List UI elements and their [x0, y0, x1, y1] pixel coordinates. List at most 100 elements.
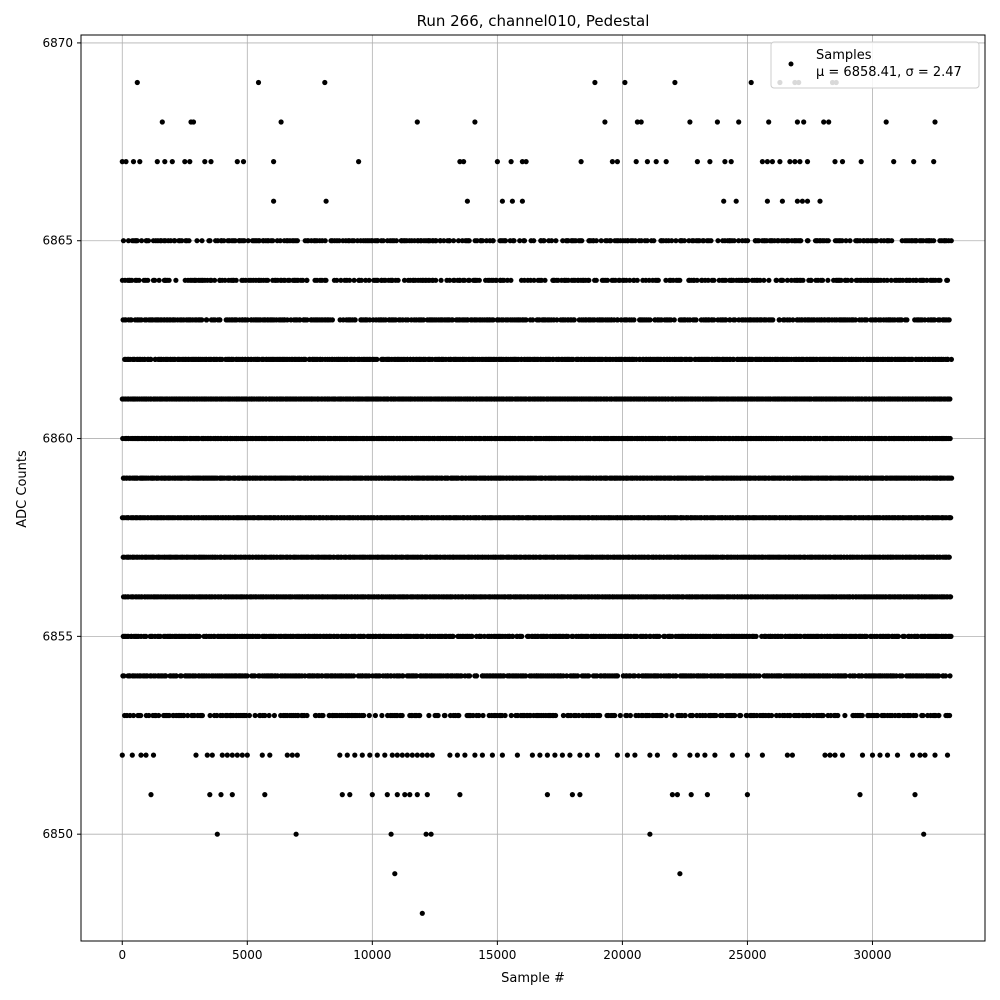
- data-point: [756, 673, 762, 679]
- data-point: [246, 712, 252, 719]
- data-point: [361, 712, 367, 719]
- data-point: [474, 673, 480, 679]
- data-point: [207, 712, 213, 719]
- data-point: [400, 673, 406, 679]
- data-point: [617, 712, 623, 719]
- data-point: [634, 633, 640, 640]
- data-point: [864, 633, 870, 640]
- data-point: [948, 515, 954, 521]
- data-point: [508, 712, 514, 719]
- data-point: [262, 712, 268, 719]
- data-point: [196, 633, 202, 640]
- data-point: [553, 712, 559, 719]
- data-point: [769, 712, 775, 719]
- data-point: [669, 633, 675, 640]
- data-point: [636, 673, 642, 679]
- data-point: [597, 712, 603, 719]
- data-point: [576, 712, 582, 719]
- data-point: [426, 712, 432, 719]
- data-point: [673, 673, 679, 679]
- data-point: [467, 673, 473, 679]
- data-point: [901, 633, 908, 640]
- data-point: [372, 712, 378, 719]
- data-points: [119, 79, 955, 916]
- data-point: [614, 673, 621, 679]
- data-point: [875, 712, 881, 719]
- data-point: [304, 712, 310, 719]
- data-point: [946, 554, 952, 560]
- data-point: [523, 673, 529, 679]
- data-point: [859, 673, 865, 679]
- data-point: [351, 673, 357, 679]
- data-point: [252, 712, 258, 719]
- data-point: [575, 673, 581, 679]
- data-point: [893, 673, 899, 679]
- data-point: [214, 712, 220, 719]
- data-point: [266, 712, 272, 719]
- data-point: [947, 435, 953, 442]
- data-point: [163, 673, 169, 679]
- data-point: [435, 712, 441, 719]
- data-point: [156, 712, 162, 719]
- data-point: [157, 633, 163, 640]
- data-point: [560, 712, 567, 719]
- data-point: [564, 673, 570, 679]
- data-point: [669, 712, 675, 719]
- data-point: [166, 712, 172, 719]
- data-point: [820, 712, 826, 719]
- data-point: [720, 712, 726, 719]
- data-point: [442, 712, 448, 719]
- data-point: [450, 633, 456, 640]
- data-point: [185, 712, 191, 719]
- data-point: [399, 712, 405, 719]
- data-point: [632, 673, 638, 679]
- data-point: [361, 633, 367, 640]
- data-point: [689, 712, 696, 719]
- data-point: [682, 712, 688, 719]
- data-point: [807, 712, 813, 719]
- data-point: [417, 712, 423, 719]
- data-point: [713, 712, 719, 719]
- data-point: [947, 712, 953, 719]
- data-point: [913, 712, 919, 719]
- data-point: [899, 673, 905, 679]
- data-point: [458, 673, 464, 679]
- data-point: [121, 673, 127, 679]
- data-point: [656, 633, 662, 640]
- data-point: [502, 712, 508, 719]
- data-point: [138, 712, 144, 719]
- data-point: [420, 633, 426, 640]
- data-point: [366, 673, 372, 679]
- data-point: [181, 712, 187, 719]
- data-point: [948, 633, 954, 640]
- data-point: [936, 673, 942, 679]
- data-point: [320, 712, 326, 719]
- data-point: [476, 712, 482, 719]
- data-point: [732, 712, 738, 719]
- data-point: [565, 633, 571, 640]
- data-point: [456, 712, 462, 719]
- data-point: [943, 673, 949, 679]
- data-point: [627, 712, 634, 719]
- data-point: [738, 712, 744, 719]
- data-point: [271, 712, 277, 719]
- data-point: [173, 673, 179, 679]
- data-point: [143, 633, 149, 640]
- data-point: [501, 673, 507, 679]
- data-point: [842, 712, 848, 719]
- data-point: [895, 633, 902, 640]
- data-point: [948, 594, 954, 600]
- data-point: [852, 673, 858, 679]
- data-point: [379, 712, 385, 719]
- data-point: [663, 712, 669, 719]
- data-point: [244, 673, 250, 679]
- data-point: [753, 633, 759, 640]
- data-point: [612, 712, 618, 719]
- data-point: [130, 712, 137, 719]
- data-point: [413, 673, 420, 679]
- data-point: [787, 712, 793, 719]
- data-point: [586, 673, 592, 679]
